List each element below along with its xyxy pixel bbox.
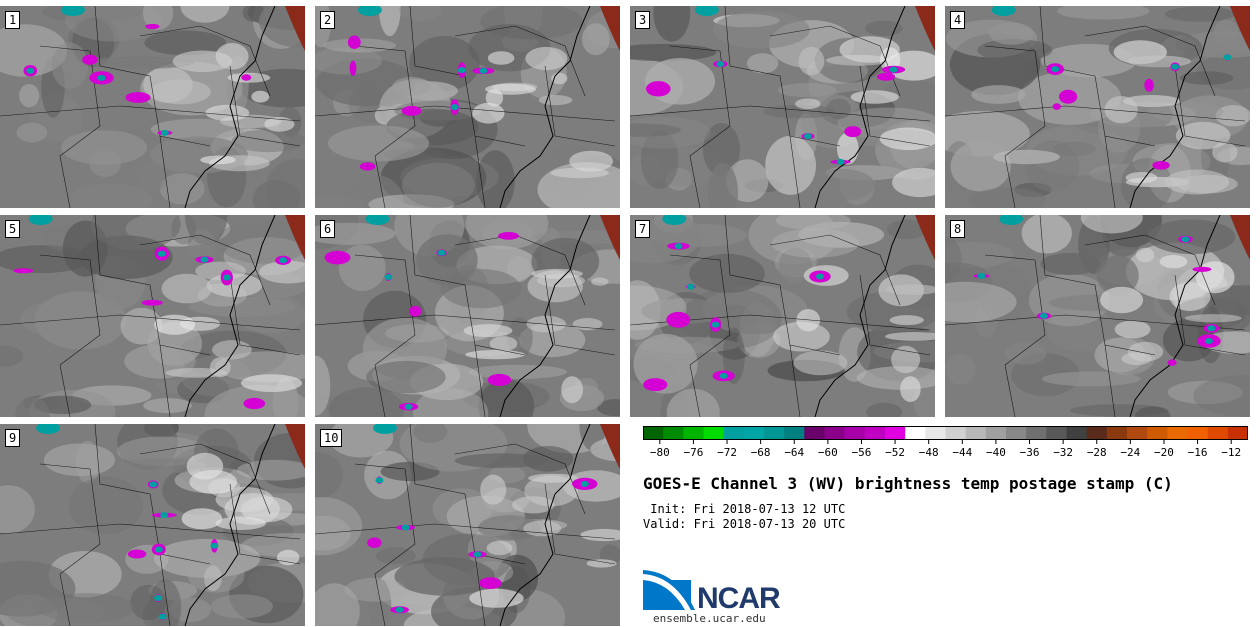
water-vapor-map (945, 6, 1250, 208)
water-vapor-map (630, 6, 935, 208)
colorbar-bin (804, 426, 825, 440)
colorbar-bin (985, 426, 1007, 440)
figure-title: GOES-E Channel 3 (WV) brightness temp po… (643, 474, 1173, 493)
colorbar-tick-label: −32 (1053, 446, 1073, 459)
panel-number: 3 (635, 11, 651, 29)
colorbar-tick-label: −28 (1087, 446, 1107, 459)
map-panel: 3 (630, 6, 935, 208)
init-time: Init: Fri 2018-07-13 12 UTC (643, 502, 846, 516)
panel-number: 7 (635, 220, 651, 238)
colorbar-bin (965, 426, 987, 440)
panel-number: 9 (5, 429, 21, 447)
colorbar-bin (1086, 426, 1108, 440)
colorbar-tick-label: −56 (852, 446, 872, 459)
panel-number: 8 (950, 220, 966, 238)
colorbar-bin (1066, 426, 1088, 440)
water-vapor-map (315, 215, 620, 417)
colorbar-bin (723, 426, 745, 440)
map-panel: 9 (0, 424, 305, 626)
panel-number: 5 (5, 220, 21, 238)
colorbar-tick-label: −40 (986, 446, 1006, 459)
colorbar-bin (1006, 426, 1027, 440)
map-panel: 1 (0, 6, 305, 208)
colorbar-tick-label: −64 (784, 446, 804, 459)
panel-number: 10 (320, 429, 343, 447)
colorbar-bin (1227, 426, 1248, 440)
colorbar-tick-label: −72 (717, 446, 737, 459)
panel-number: 1 (5, 11, 21, 29)
map-panel: 7 (630, 215, 935, 417)
colorbar-tick-label: −52 (885, 446, 905, 459)
colorbar-bin (1207, 426, 1229, 440)
colorbar-bin (864, 426, 886, 440)
colorbar-bin (1026, 426, 1047, 440)
colorbar-bin (1147, 426, 1168, 440)
panel-number: 2 (320, 11, 336, 29)
panel-number: 4 (950, 11, 966, 29)
water-vapor-map (945, 215, 1250, 417)
map-panel: 2 (315, 6, 620, 208)
colorbar-bin (844, 426, 866, 440)
colorbar-bin (643, 426, 664, 440)
colorbar-bin (703, 426, 725, 440)
colorbar-bin (885, 426, 906, 440)
water-vapor-map (0, 215, 305, 417)
colorbar-bin (1187, 426, 1209, 440)
colorbar-bin (784, 426, 805, 440)
colorbar-bin (683, 426, 704, 440)
colorbar-bin (743, 426, 765, 440)
colorbar-bin (1167, 426, 1188, 440)
map-panel: 5 (0, 215, 305, 417)
colorbar-tick-label: −68 (751, 446, 771, 459)
colorbar-tick-label: −60 (818, 446, 838, 459)
water-vapor-map (0, 424, 305, 626)
map-panel: 8 (945, 215, 1250, 417)
colorbar-bin (764, 426, 785, 440)
colorbar-bin (1127, 426, 1148, 440)
water-vapor-map (630, 215, 935, 417)
water-vapor-map (315, 424, 620, 626)
colorbar-tick-label: −24 (1120, 446, 1140, 459)
colorbar-bin (824, 426, 846, 440)
colorbar-tick-label: −76 (683, 446, 703, 459)
panel-number: 6 (320, 220, 336, 238)
colorbar-tick-label: −80 (650, 446, 670, 459)
colorbar-bin (905, 426, 926, 440)
logo-wordmark: NCAR (697, 582, 781, 615)
map-panel: 10 (315, 424, 620, 626)
colorbar-tick-label: −36 (1020, 446, 1040, 459)
map-panel: 6 (315, 215, 620, 417)
colorbar-bin (925, 426, 946, 440)
colorbar-bin (663, 426, 684, 440)
colorbar-tick-label: −16 (1188, 446, 1208, 459)
colorbar-bin (945, 426, 967, 440)
map-panel: 4 (945, 6, 1250, 208)
colorbar-bin (1106, 426, 1128, 440)
water-vapor-map (0, 6, 305, 208)
colorbar-bin (1046, 426, 1067, 440)
colorbar-tick-label: −20 (1154, 446, 1174, 459)
valid-time: Valid: Fri 2018-07-13 20 UTC (643, 517, 846, 531)
colorbar-frame (643, 426, 1248, 440)
colorbar-tick-label: −12 (1221, 446, 1241, 459)
water-vapor-map (315, 6, 620, 208)
colorbar: −80 −76 −72 −68 −64 −60 −56 −52 −48 −44 −40 −36 −32 −… (643, 426, 1248, 459)
colorbar-tick-label: −44 (952, 446, 972, 459)
colorbar-tick-label: −48 (919, 446, 939, 459)
logo-url: ensemble.ucar.edu (653, 612, 766, 625)
ncar-logo-icon (643, 570, 695, 610)
